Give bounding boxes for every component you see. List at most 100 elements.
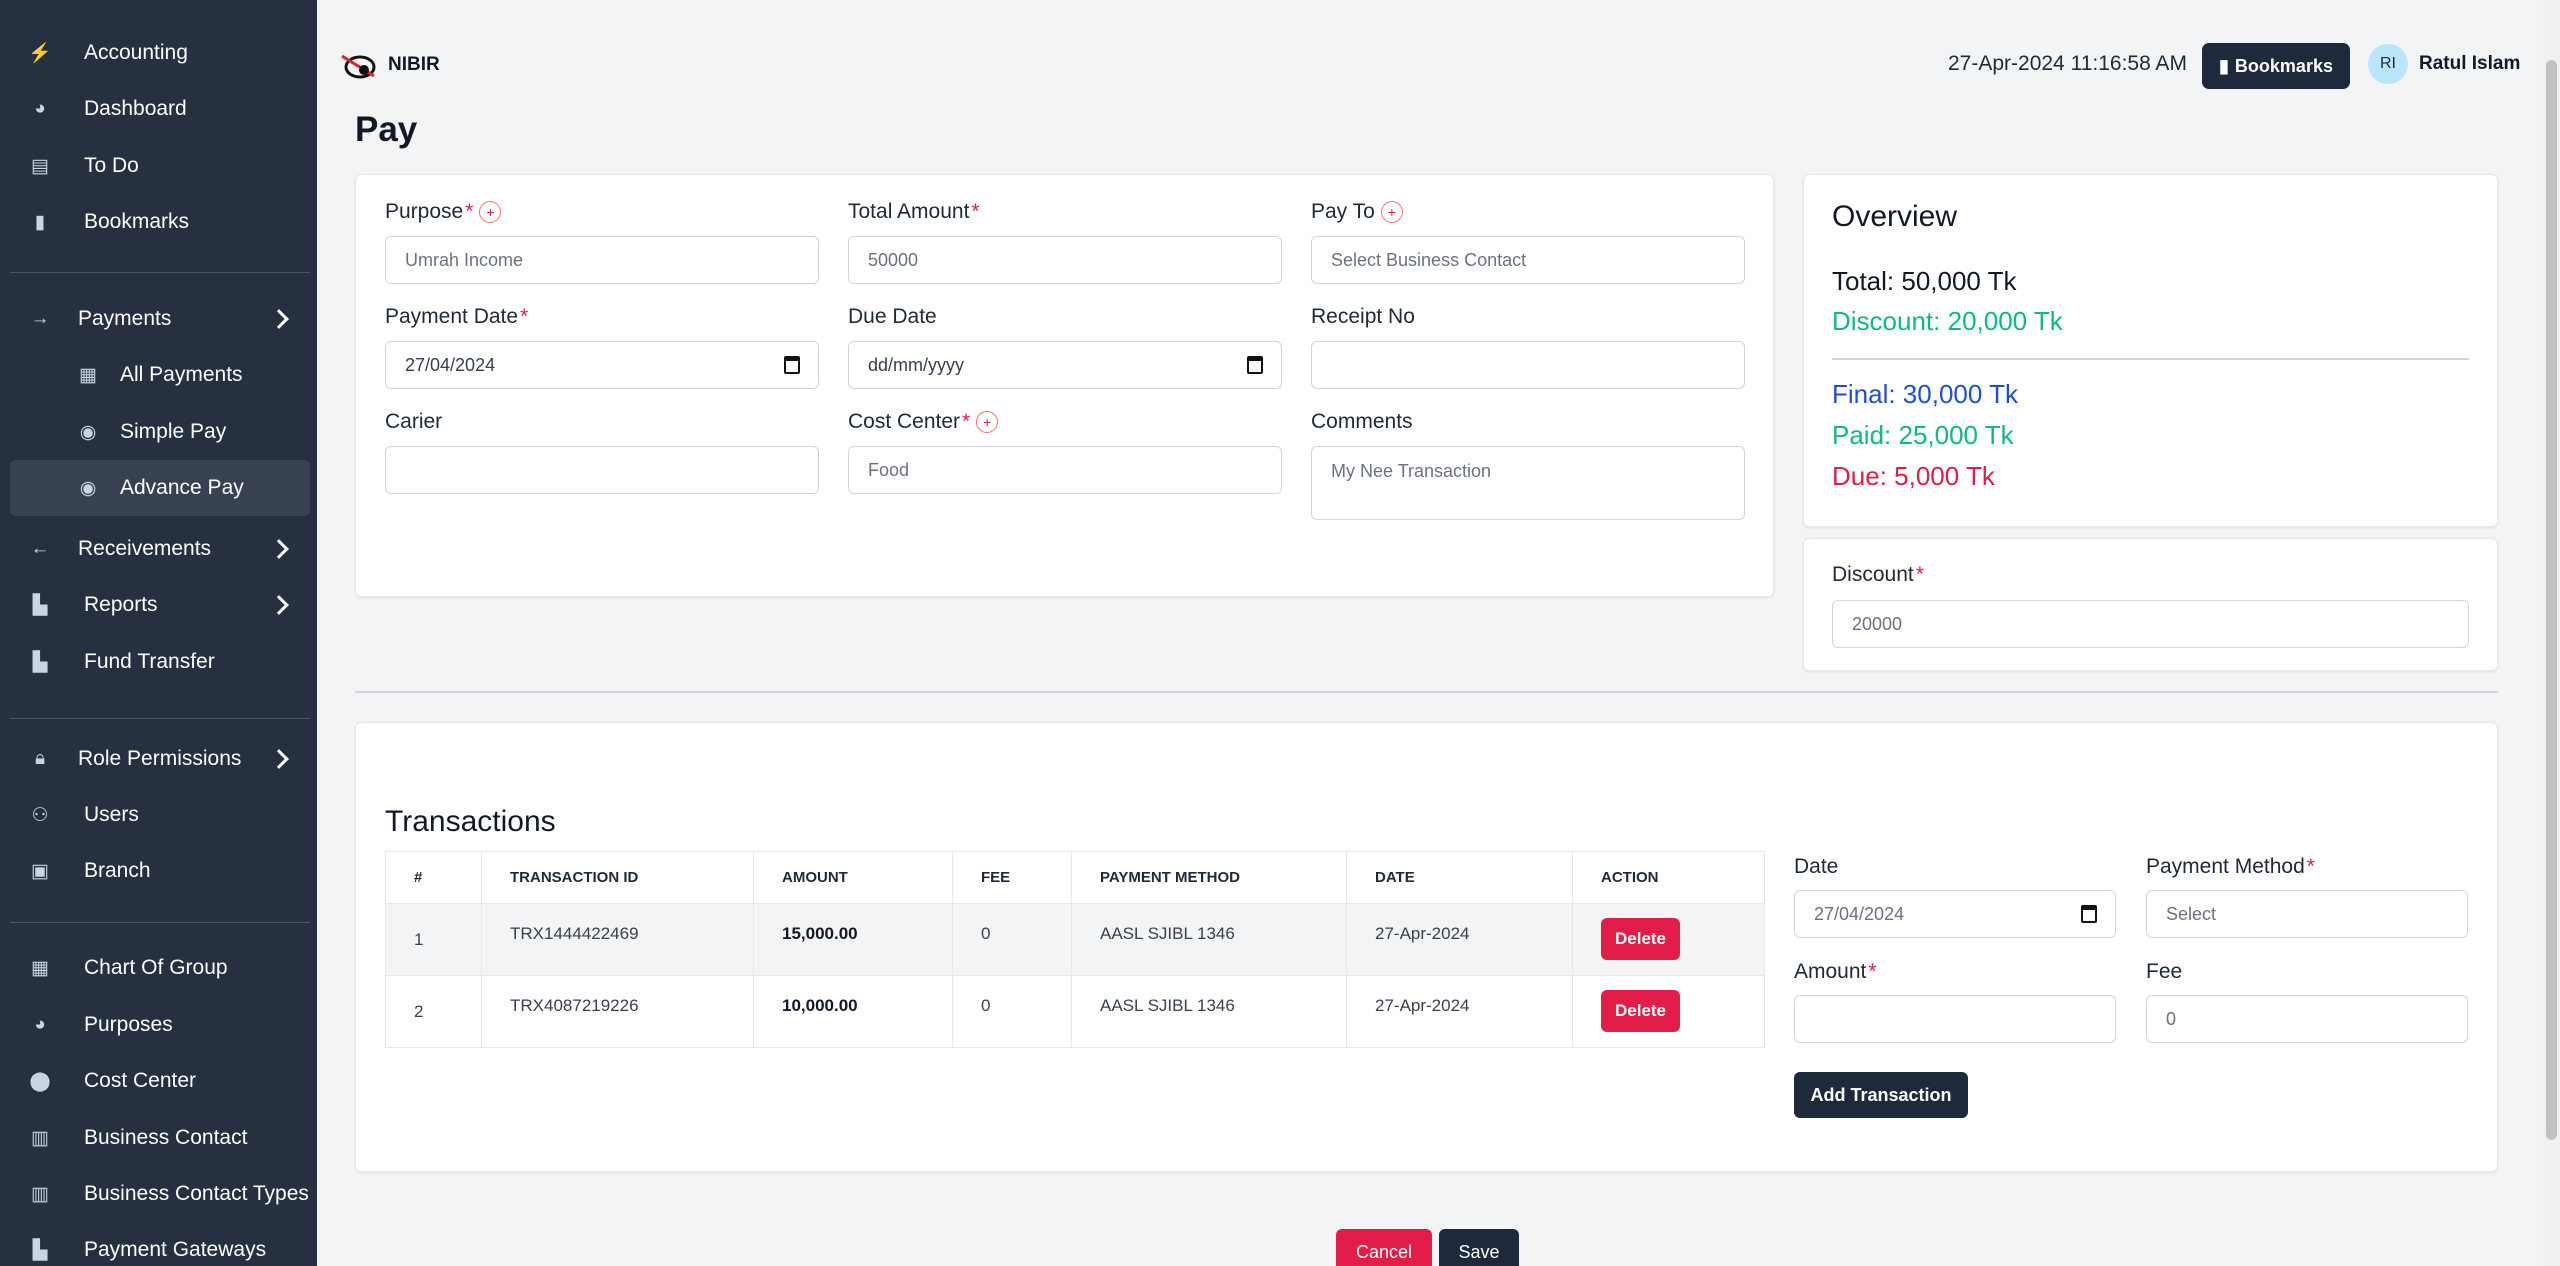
overview-title: Overview (1832, 200, 1958, 233)
user-name[interactable]: Ratul Islam (2419, 53, 2521, 74)
sidebar-item-label: Cost Center (84, 1069, 197, 1092)
calendar-icon[interactable] (2081, 905, 2097, 923)
clipboard-icon: ▥ (31, 1183, 49, 1205)
sidebar-item-all-payments[interactable]: ▦ All Payments (10, 347, 310, 403)
sidebar: ⚡ Accounting ◕ Dashboard ▤ To Do ▮ Bookm… (0, 0, 317, 1266)
transaction-id: TRX4087219226 (481, 975, 754, 1048)
cost-center-select[interactable]: Food (848, 446, 1282, 494)
chevron-right-icon (269, 309, 289, 329)
required-asterisk: * (971, 200, 980, 223)
transaction-date: 27-Apr-2024 (1346, 903, 1573, 976)
comments-label-text: Comments (1311, 410, 1413, 433)
sidebar-divider (10, 718, 310, 719)
sidebar-item-todo[interactable]: ▤ To Do (10, 138, 310, 194)
required-asterisk: * (962, 410, 971, 433)
sidebar-item-cost-center[interactable]: ⬤ Cost Center (10, 1053, 310, 1109)
sidebar-item-label: Dashboard (84, 97, 187, 120)
table-icon: ▤ (31, 155, 49, 177)
cancel-button[interactable]: Cancel (1336, 1229, 1432, 1266)
fee-value: 0 (2166, 1008, 2177, 1029)
row-number: 2 (385, 975, 482, 1048)
row-number: 1 (385, 903, 482, 976)
pay-to-select[interactable]: Select Business Contact (1311, 236, 1745, 284)
sidebar-item-dashboard[interactable]: ◕ Dashboard (10, 81, 310, 137)
cash-register-icon: ▦ (79, 364, 97, 386)
required-asterisk: * (520, 305, 529, 328)
sidebar-item-reports[interactable]: ▙ Reports (10, 577, 310, 633)
sidebar-item-fund-transfer[interactable]: ▙ Fund Transfer (10, 634, 310, 690)
tx-date-label-text: Date (1794, 855, 1839, 878)
discount-input[interactable]: 20000 (1832, 600, 2469, 648)
payment-method-select[interactable]: Select (2146, 890, 2468, 938)
sidebar-item-purposes[interactable]: ◕ Purposes (10, 997, 310, 1053)
transaction-fee: 0 (952, 903, 1072, 976)
sidebar-item-business-contact-types[interactable]: ▥ Business Contact Types (10, 1166, 310, 1222)
carier-label-text: Carier (385, 410, 443, 433)
column-header: # (385, 851, 482, 904)
total-amount-input[interactable]: 50000 (848, 236, 1282, 284)
tx-date-label: Date (1794, 855, 1838, 879)
sidebar-item-bookmarks[interactable]: ▮ Bookmarks (10, 194, 310, 250)
bolt-icon: ⚡ (28, 43, 52, 64)
payment-date-input[interactable]: 27/04/2024 (385, 341, 819, 389)
nibir-logo-icon (341, 54, 376, 79)
overview-card (1803, 174, 2498, 527)
sidebar-item-label: Accounting (84, 41, 188, 64)
purpose-select-value: Umrah Income (405, 249, 524, 270)
overview-final: Final: 30,000 Tk (1832, 379, 2018, 409)
tx-amount-input[interactable] (1794, 995, 2116, 1043)
sidebar-item-business-contact[interactable]: ▥ Business Contact (10, 1110, 310, 1166)
column-header: ACTION (1572, 851, 1765, 904)
overview-total: Total: 50,000 Tk (1832, 266, 2017, 296)
carier-input[interactable] (385, 446, 819, 494)
column-header: AMOUNT (753, 851, 953, 904)
transaction-amount: 10,000.00 (753, 975, 953, 1048)
sidebar-item-label: Business Contact Types (84, 1182, 309, 1205)
purpose-select[interactable]: Umrah Income (385, 236, 819, 284)
transaction-id: TRX1444422469 (481, 903, 754, 976)
bookmarks-button-label: Bookmarks (2234, 55, 2333, 76)
comments-label: Comments (1311, 410, 1413, 434)
receipt-no-input[interactable] (1311, 341, 1745, 389)
sidebar-item-role-permissions[interactable]: 🔒︎ Role Permissions (10, 731, 310, 787)
brand-logo[interactable]: NIBIR (340, 50, 440, 80)
page-scrollbar-thumb[interactable] (2546, 60, 2557, 1140)
sidebar-item-simple-pay[interactable]: ◉ Simple Pay (10, 404, 310, 460)
tx-date-input[interactable]: 27/04/2024 (1794, 890, 2116, 938)
lock-icon: 🔒︎ (34, 748, 46, 769)
calendar-icon[interactable] (1247, 356, 1263, 374)
save-button[interactable]: Save (1439, 1229, 1519, 1266)
pie-chart-icon: ◕ (34, 98, 46, 119)
sidebar-item-advance-pay[interactable]: ◉ Advance Pay (10, 460, 310, 516)
avatar[interactable]: RI (2368, 44, 2408, 84)
section-divider (355, 691, 2498, 693)
tx-amount-label: Amount * (1794, 960, 1877, 984)
add-purpose-icon[interactable]: + (479, 201, 502, 223)
due-date-input[interactable]: dd/mm/yyyy (848, 341, 1282, 389)
table-row: 2 TRX4087219226 10,000.00 0 AASL SJIBL 1… (385, 975, 1765, 1048)
calendar-icon[interactable] (784, 356, 800, 374)
column-header: DATE (1346, 851, 1573, 904)
delete-button[interactable]: Delete (1601, 918, 1680, 960)
add-cost-center-icon[interactable]: + (976, 411, 999, 433)
bookmarks-button[interactable]: ▮ Bookmarks (2202, 43, 2350, 89)
sidebar-item-receivements[interactable]: ← Receivements (10, 521, 310, 577)
sidebar-item-chart-of-group[interactable]: ▦ Chart Of Group (10, 940, 310, 996)
sidebar-item-label: Role Permissions (78, 747, 242, 770)
sidebar-item-payment-gateways[interactable]: ▙ Payment Gateways (10, 1222, 310, 1266)
users-icon: ⚇ (31, 804, 49, 826)
add-transaction-button[interactable]: Add Transaction (1794, 1072, 1968, 1118)
comments-textarea[interactable]: My Nee Transaction (1311, 446, 1745, 520)
brand-name: NIBIR (388, 54, 440, 75)
sidebar-item-users[interactable]: ⚇ Users (10, 787, 310, 843)
sidebar-item-accounting[interactable]: ⚡ Accounting (10, 25, 310, 81)
add-contact-icon[interactable]: + (1380, 201, 1403, 223)
sidebar-item-payments[interactable]: → Payments (10, 291, 310, 347)
fee-input[interactable]: 0 (2146, 995, 2468, 1043)
sidebar-item-label: Branch (84, 859, 151, 882)
delete-button[interactable]: Delete (1601, 990, 1680, 1032)
sidebar-item-branch[interactable]: ▣ Branch (10, 843, 310, 899)
sidebar-item-label: Bookmarks (84, 210, 190, 233)
required-asterisk: * (465, 200, 474, 223)
payment-method-label: Payment Method * (2146, 855, 2315, 879)
